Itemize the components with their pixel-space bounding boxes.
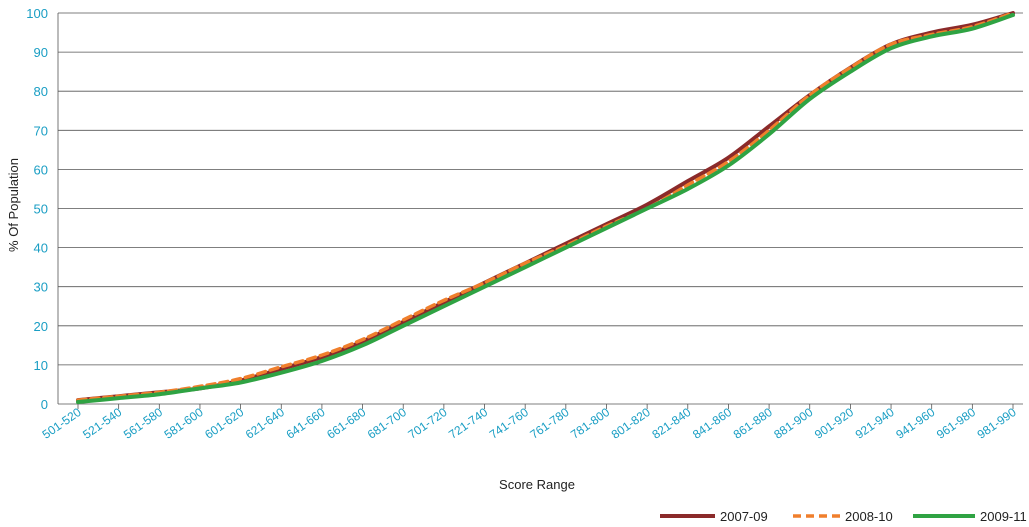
y-tick-label: 30 xyxy=(34,280,48,295)
legend-label: 2007-09 xyxy=(720,509,768,524)
x-tick-label: 881-900 xyxy=(771,405,815,442)
x-tick-label: 861-880 xyxy=(731,405,775,442)
y-axis-ticks: 0 10 20 30 40 50 60 70 80 90 100 xyxy=(26,6,48,412)
y-tick-label: 10 xyxy=(34,358,48,373)
y-tick-label: 60 xyxy=(34,162,48,177)
x-tick-label: 921-940 xyxy=(853,405,897,442)
series-line-2007-09 xyxy=(76,11,1015,403)
y-tick-label: 50 xyxy=(34,202,48,217)
gridlines xyxy=(57,12,1023,405)
y-tick-label: 40 xyxy=(34,241,48,256)
x-tick-label: 781-800 xyxy=(568,405,612,442)
series-lines xyxy=(76,11,1015,405)
x-tick-label: 641-660 xyxy=(284,405,328,442)
y-tick-label: 70 xyxy=(34,123,48,138)
x-tick-label: 701-720 xyxy=(405,405,449,442)
x-tick-label: 981-990 xyxy=(975,405,1019,442)
x-tick-label: 721-740 xyxy=(446,405,490,442)
series-line-2009-11 xyxy=(76,12,1015,405)
x-tick-label: 841-860 xyxy=(690,405,734,442)
x-tick-label: 561-580 xyxy=(121,405,165,442)
y-tick-label: 100 xyxy=(26,6,48,21)
x-tick-label: 801-820 xyxy=(609,405,653,442)
y-tick-label: 80 xyxy=(34,84,48,99)
x-tick-label: 901-920 xyxy=(812,405,856,442)
x-tick-label: 621-640 xyxy=(243,405,287,442)
x-tick-label: 821-840 xyxy=(649,405,693,442)
x-tick-label: 741-760 xyxy=(487,405,531,442)
x-tick-label: 941-960 xyxy=(893,405,937,442)
x-tick-label: 661-680 xyxy=(324,405,368,442)
x-tick-label: 761-780 xyxy=(527,405,571,442)
y-tick-label: 0 xyxy=(41,397,48,412)
series-line-2008-10 xyxy=(76,11,1015,402)
legend: 2007-09 2008-10 2009-11 xyxy=(660,509,1027,524)
x-tick-label: 521-540 xyxy=(80,405,124,442)
y-axis-title: % Of Population xyxy=(6,158,21,252)
y-tick-label: 90 xyxy=(34,45,48,60)
x-tick-label: 601-620 xyxy=(202,405,246,442)
x-axis-title: Score Range xyxy=(499,477,575,492)
x-tick-label: 581-600 xyxy=(162,405,206,442)
x-axis-ticks: 501-520521-540561-580581-600601-620621-6… xyxy=(40,404,1019,442)
legend-label: 2009-11 xyxy=(980,509,1027,524)
x-tick-label: 681-700 xyxy=(365,405,409,442)
legend-label: 2008-10 xyxy=(845,509,893,524)
y-tick-label: 20 xyxy=(34,319,48,334)
x-tick-label: 961-980 xyxy=(934,405,978,442)
